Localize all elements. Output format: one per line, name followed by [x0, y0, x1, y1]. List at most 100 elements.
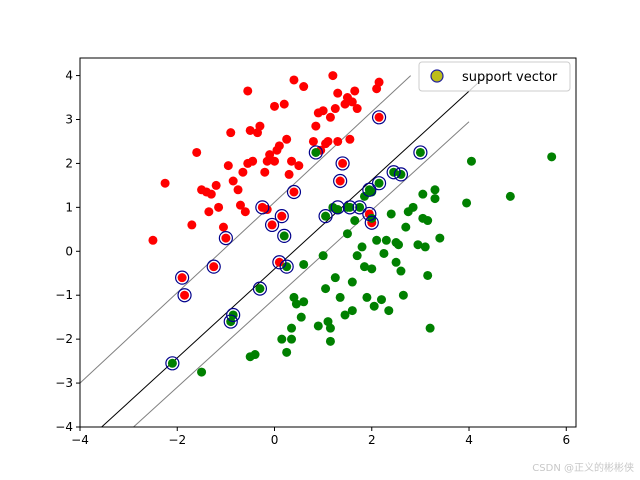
point-class-b	[313, 321, 323, 331]
point-class-a	[294, 161, 304, 171]
x-tick-label: 0	[271, 433, 279, 447]
point-class-b	[282, 347, 292, 357]
point-class-a	[277, 211, 287, 221]
support-vector-markers	[165, 110, 428, 371]
point-class-b	[381, 235, 391, 245]
point-class-b	[321, 284, 331, 294]
point-class-b	[296, 312, 306, 322]
point-class-b	[291, 299, 301, 309]
point-class-a	[206, 189, 216, 199]
legend-marker-icon	[430, 69, 444, 83]
support-vector-ring	[364, 215, 379, 230]
point-class-b	[362, 292, 372, 302]
point-class-a	[209, 262, 219, 272]
support-vector-ring	[393, 167, 409, 182]
point-class-b	[340, 310, 350, 320]
x-tick-label: −4	[71, 433, 89, 447]
point-class-a	[148, 235, 158, 245]
point-class-a	[160, 178, 170, 188]
point-class-b	[384, 306, 394, 316]
point-class-a	[233, 185, 243, 195]
y-tick-label: 3	[65, 113, 73, 127]
support-vector-ring	[279, 259, 294, 274]
y-tick-label: −3	[55, 376, 73, 390]
point-class-a	[374, 112, 384, 122]
point-class-a	[333, 88, 343, 98]
support-vector-ring	[362, 206, 377, 222]
point-class-b	[425, 323, 435, 333]
support-vector-ring	[255, 200, 270, 215]
point-class-b	[391, 257, 401, 267]
point-class-b	[401, 222, 411, 232]
point-class-a	[267, 220, 277, 230]
y-tick-label: −4	[55, 420, 73, 434]
point-class-a	[255, 121, 265, 131]
support-vector-ring	[252, 281, 268, 296]
legend: support vector	[418, 61, 571, 92]
point-class-b	[350, 216, 360, 226]
point-class-a	[299, 82, 309, 92]
point-class-b	[398, 290, 408, 300]
point-class-b	[357, 242, 367, 252]
point-class-a	[228, 176, 238, 186]
point-class-b	[277, 334, 287, 344]
point-class-a	[274, 257, 284, 267]
y-tick-label: 2	[65, 156, 73, 170]
point-class-b	[394, 240, 404, 250]
point-class-a	[180, 290, 190, 300]
point-class-b	[369, 301, 379, 311]
point-class-a	[321, 139, 331, 149]
support-vector-ring	[352, 200, 367, 215]
support-vector-ring	[413, 145, 428, 160]
point-class-b	[430, 185, 440, 195]
point-class-a	[330, 104, 340, 114]
legend-label: support vector	[462, 70, 558, 85]
point-class-a	[350, 86, 360, 96]
support-vector-ring	[362, 182, 377, 197]
point-class-b	[462, 198, 472, 208]
y-tick-label: −1	[55, 288, 73, 302]
point-class-a	[223, 161, 233, 171]
point-class-a	[335, 176, 345, 186]
point-class-b	[420, 242, 430, 252]
point-class-a	[248, 156, 258, 166]
point-class-a	[311, 121, 321, 131]
support-vector-ring	[308, 145, 323, 160]
support-vector-ring	[277, 228, 292, 244]
x-tick-label: 4	[465, 433, 473, 447]
point-class-a	[214, 202, 224, 212]
point-class-b	[282, 262, 292, 272]
point-class-b	[287, 334, 297, 344]
point-class-b	[359, 262, 369, 272]
point-class-b	[255, 284, 265, 294]
support-vector-ring	[226, 307, 241, 323]
point-class-b	[355, 202, 365, 212]
point-class-a	[192, 147, 202, 157]
point-class-b	[367, 264, 377, 274]
y-tick-label: 1	[65, 200, 73, 214]
point-class-b	[372, 235, 382, 245]
point-class-a	[328, 71, 338, 81]
support-vector-ring	[371, 110, 387, 125]
margin-upper-line	[80, 75, 412, 384]
point-class-b	[374, 178, 384, 188]
point-class-a	[265, 150, 275, 160]
point-class-b	[318, 251, 328, 261]
y-tick-label: 0	[65, 244, 73, 258]
legend-box	[418, 61, 571, 92]
point-class-a	[287, 156, 297, 166]
point-class-b	[466, 156, 476, 166]
point-class-b	[299, 259, 309, 269]
point-class-a	[270, 101, 280, 111]
support-vector-ring	[177, 288, 192, 303]
point-class-a	[345, 134, 355, 144]
point-class-a	[270, 156, 280, 166]
point-class-a	[260, 167, 270, 177]
point-class-b	[386, 209, 396, 219]
point-class-a	[245, 125, 255, 135]
support-vector-ring	[223, 314, 238, 329]
point-class-a	[221, 233, 231, 243]
point-class-a	[235, 200, 245, 210]
point-class-a	[325, 112, 335, 122]
point-class-b	[352, 251, 362, 261]
